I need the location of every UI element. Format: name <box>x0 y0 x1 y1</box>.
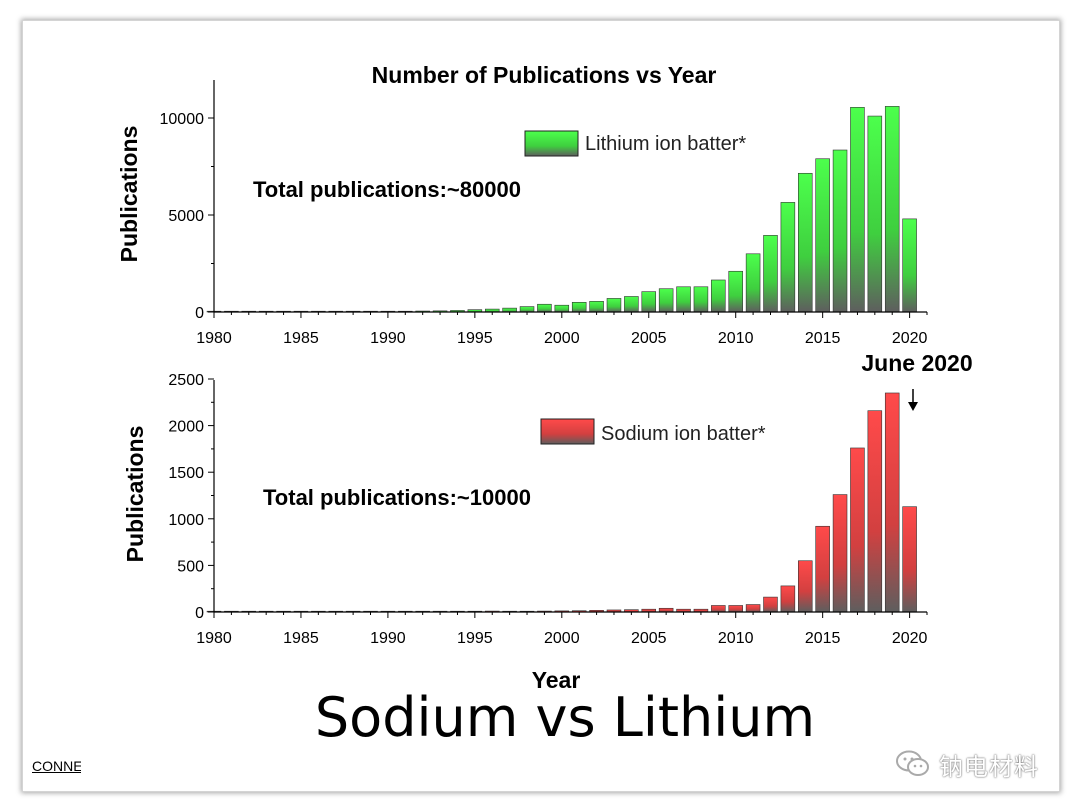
x-tick-label: 1980 <box>196 630 232 647</box>
chart-sodium: Publications Total publications:~10000 S… <box>122 350 973 693</box>
y-axis-label: Publications <box>122 426 148 563</box>
bar-2004 <box>624 296 639 313</box>
y-ticks: 0 5000 10000 <box>160 111 214 322</box>
y-tick-label: 10000 <box>160 111 205 128</box>
legend-label: Sodium ion batter* <box>601 423 766 445</box>
bar-2016 <box>832 494 848 613</box>
bar-2009 <box>711 279 726 313</box>
x-tick-label: 2010 <box>718 630 754 647</box>
chart-lithium: Number of Publications vs Year Publicati… <box>116 62 928 347</box>
x-tick-label: 2020 <box>892 330 928 347</box>
bar-2014 <box>798 172 813 313</box>
x-tick-label: 1990 <box>370 330 406 347</box>
bar-2014 <box>798 560 813 613</box>
legend: Lithium ion batter* <box>524 130 746 157</box>
bar-2017 <box>850 107 865 313</box>
x-axis-label: Year <box>532 667 581 693</box>
bar-2019 <box>884 106 900 313</box>
x-ticks: 1980 1985 1990 1995 2000 2005 2010 2015 2020 <box>196 312 928 347</box>
marker-arrow-head <box>908 402 918 411</box>
chart-title: Number of Publications vs Year <box>372 62 717 88</box>
legend: Sodium ion batter* <box>540 418 766 445</box>
bar-2015 <box>815 525 830 613</box>
bar-2015 <box>815 158 830 313</box>
x-tick-label: 1985 <box>283 630 319 647</box>
bar-1999 <box>537 303 552 313</box>
bar-2013 <box>780 202 796 313</box>
watermark-text: 钠电材料 <box>939 752 1039 781</box>
x-tick-label: 1995 <box>457 630 493 647</box>
bar-2011 <box>745 604 761 613</box>
bar-2007 <box>676 286 691 313</box>
total-annotation: Total publications:~80000 <box>253 177 521 202</box>
slide-title: Sodium vs Lithium <box>314 686 816 749</box>
y-ticks: 0 500 1000 1500 2000 2500 <box>168 372 214 622</box>
bar-2009 <box>711 605 726 613</box>
bar-2011 <box>745 253 761 313</box>
bar-2006 <box>658 288 674 313</box>
x-tick-label: 1985 <box>283 330 319 347</box>
bar-2012 <box>763 235 778 313</box>
y-tick-label: 5000 <box>168 208 204 225</box>
x-tick-label: 2000 <box>544 630 580 647</box>
bar-2020 <box>902 506 917 613</box>
watermark: 钠电材料 <box>895 748 1039 781</box>
bar-2010 <box>728 270 743 313</box>
bar-1998 <box>519 306 535 313</box>
bar-2020 <box>902 218 917 313</box>
bar-2013 <box>780 585 796 613</box>
bar-2003 <box>606 298 622 313</box>
bar-2018 <box>867 410 883 613</box>
bar-2008 <box>693 286 709 313</box>
bar-2005 <box>641 291 657 313</box>
wechat-bubble-icon <box>896 750 929 776</box>
marker-label: June 2020 <box>861 350 972 376</box>
bar-2017 <box>850 447 865 613</box>
y-axis-label: Publications <box>116 126 142 263</box>
y-tick-label: 1500 <box>168 465 204 482</box>
bar-2001 <box>571 301 587 313</box>
x-tick-label: 2005 <box>631 630 667 647</box>
bar-2019 <box>884 392 900 613</box>
x-tick-label: 2000 <box>544 330 580 347</box>
bar-2018 <box>867 115 883 313</box>
y-tick-label: 500 <box>177 558 204 575</box>
total-annotation: Total publications:~10000 <box>263 485 531 510</box>
y-tick-label: 2000 <box>168 419 204 436</box>
x-tick-label: 2015 <box>805 330 841 347</box>
legend-swatch <box>540 418 595 445</box>
legend-swatch <box>524 130 579 157</box>
bar-2010 <box>728 605 743 613</box>
y-tick-label: 0 <box>195 305 204 322</box>
june-2020-marker: June 2020 <box>861 350 973 411</box>
x-tick-label: 2020 <box>892 630 928 647</box>
bar-2016 <box>832 149 848 313</box>
y-tick-label: 2500 <box>168 372 204 389</box>
footer-link[interactable]: CONNE <box>32 758 81 774</box>
legend-label: Lithium ion batter* <box>585 133 746 155</box>
x-tick-label: 2005 <box>631 330 667 347</box>
y-tick-label: 1000 <box>168 512 204 529</box>
x-tick-label: 2015 <box>805 630 841 647</box>
x-tick-label: 2010 <box>718 330 754 347</box>
x-tick-label: 1995 <box>457 330 493 347</box>
y-tick-label: 0 <box>195 605 204 622</box>
bar-2000 <box>554 304 570 313</box>
bar-2012 <box>763 596 778 613</box>
x-tick-label: 1980 <box>196 330 232 347</box>
bar-2002 <box>589 301 604 313</box>
x-tick-label: 1990 <box>370 630 406 647</box>
bars-sodium <box>206 392 917 613</box>
x-ticks: 1980 1985 1990 1995 2000 2005 2010 2015 2020 <box>196 612 928 647</box>
